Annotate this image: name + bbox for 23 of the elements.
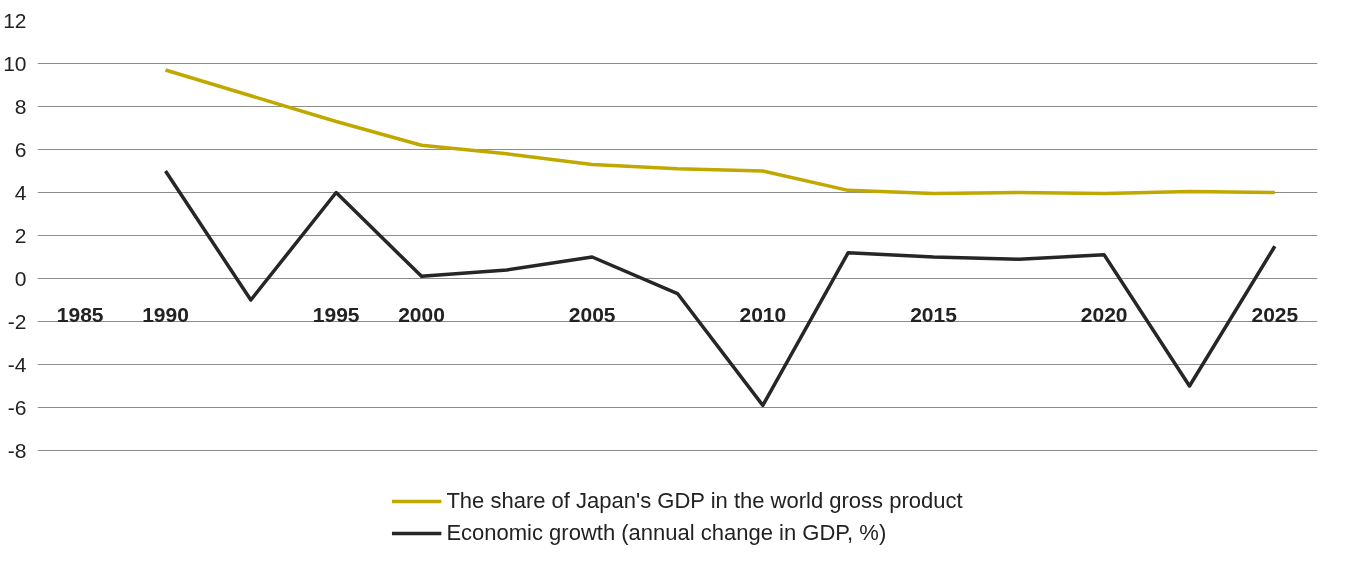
y-tick-label: 12 xyxy=(3,8,27,32)
y-tick-label: -8 xyxy=(7,438,27,462)
y-tick-label: 4 xyxy=(14,180,27,204)
y-tick-label: 10 xyxy=(3,51,27,75)
x-tick-label: 1990 xyxy=(142,302,189,326)
x-tick-label: 2025 xyxy=(1251,302,1299,326)
y-tick-label: 0 xyxy=(14,266,27,290)
y-tick-label: -6 xyxy=(7,395,27,419)
x-tick-label: 2015 xyxy=(910,302,958,326)
y-tick-label: 6 xyxy=(14,137,27,161)
legend-label: Economic growth (annual change in GDP, %) xyxy=(446,520,887,546)
legend-label: The share of Japan's GDP in the world gross product xyxy=(446,488,963,514)
y-tick-label: 2 xyxy=(14,223,27,247)
x-tick-label: 2005 xyxy=(568,302,616,326)
x-tick-label: 1985 xyxy=(56,302,104,326)
y-tick-label: -4 xyxy=(7,352,27,376)
y-tick-label: -2 xyxy=(7,309,27,333)
x-tick-label: 2000 xyxy=(398,302,445,326)
y-tick-label: 8 xyxy=(14,94,27,118)
line-series xyxy=(163,68,1277,196)
x-tick-label: 2020 xyxy=(1080,302,1128,326)
x-tick-label: 2010 xyxy=(739,302,787,326)
x-tick-label: 1995 xyxy=(312,302,360,326)
